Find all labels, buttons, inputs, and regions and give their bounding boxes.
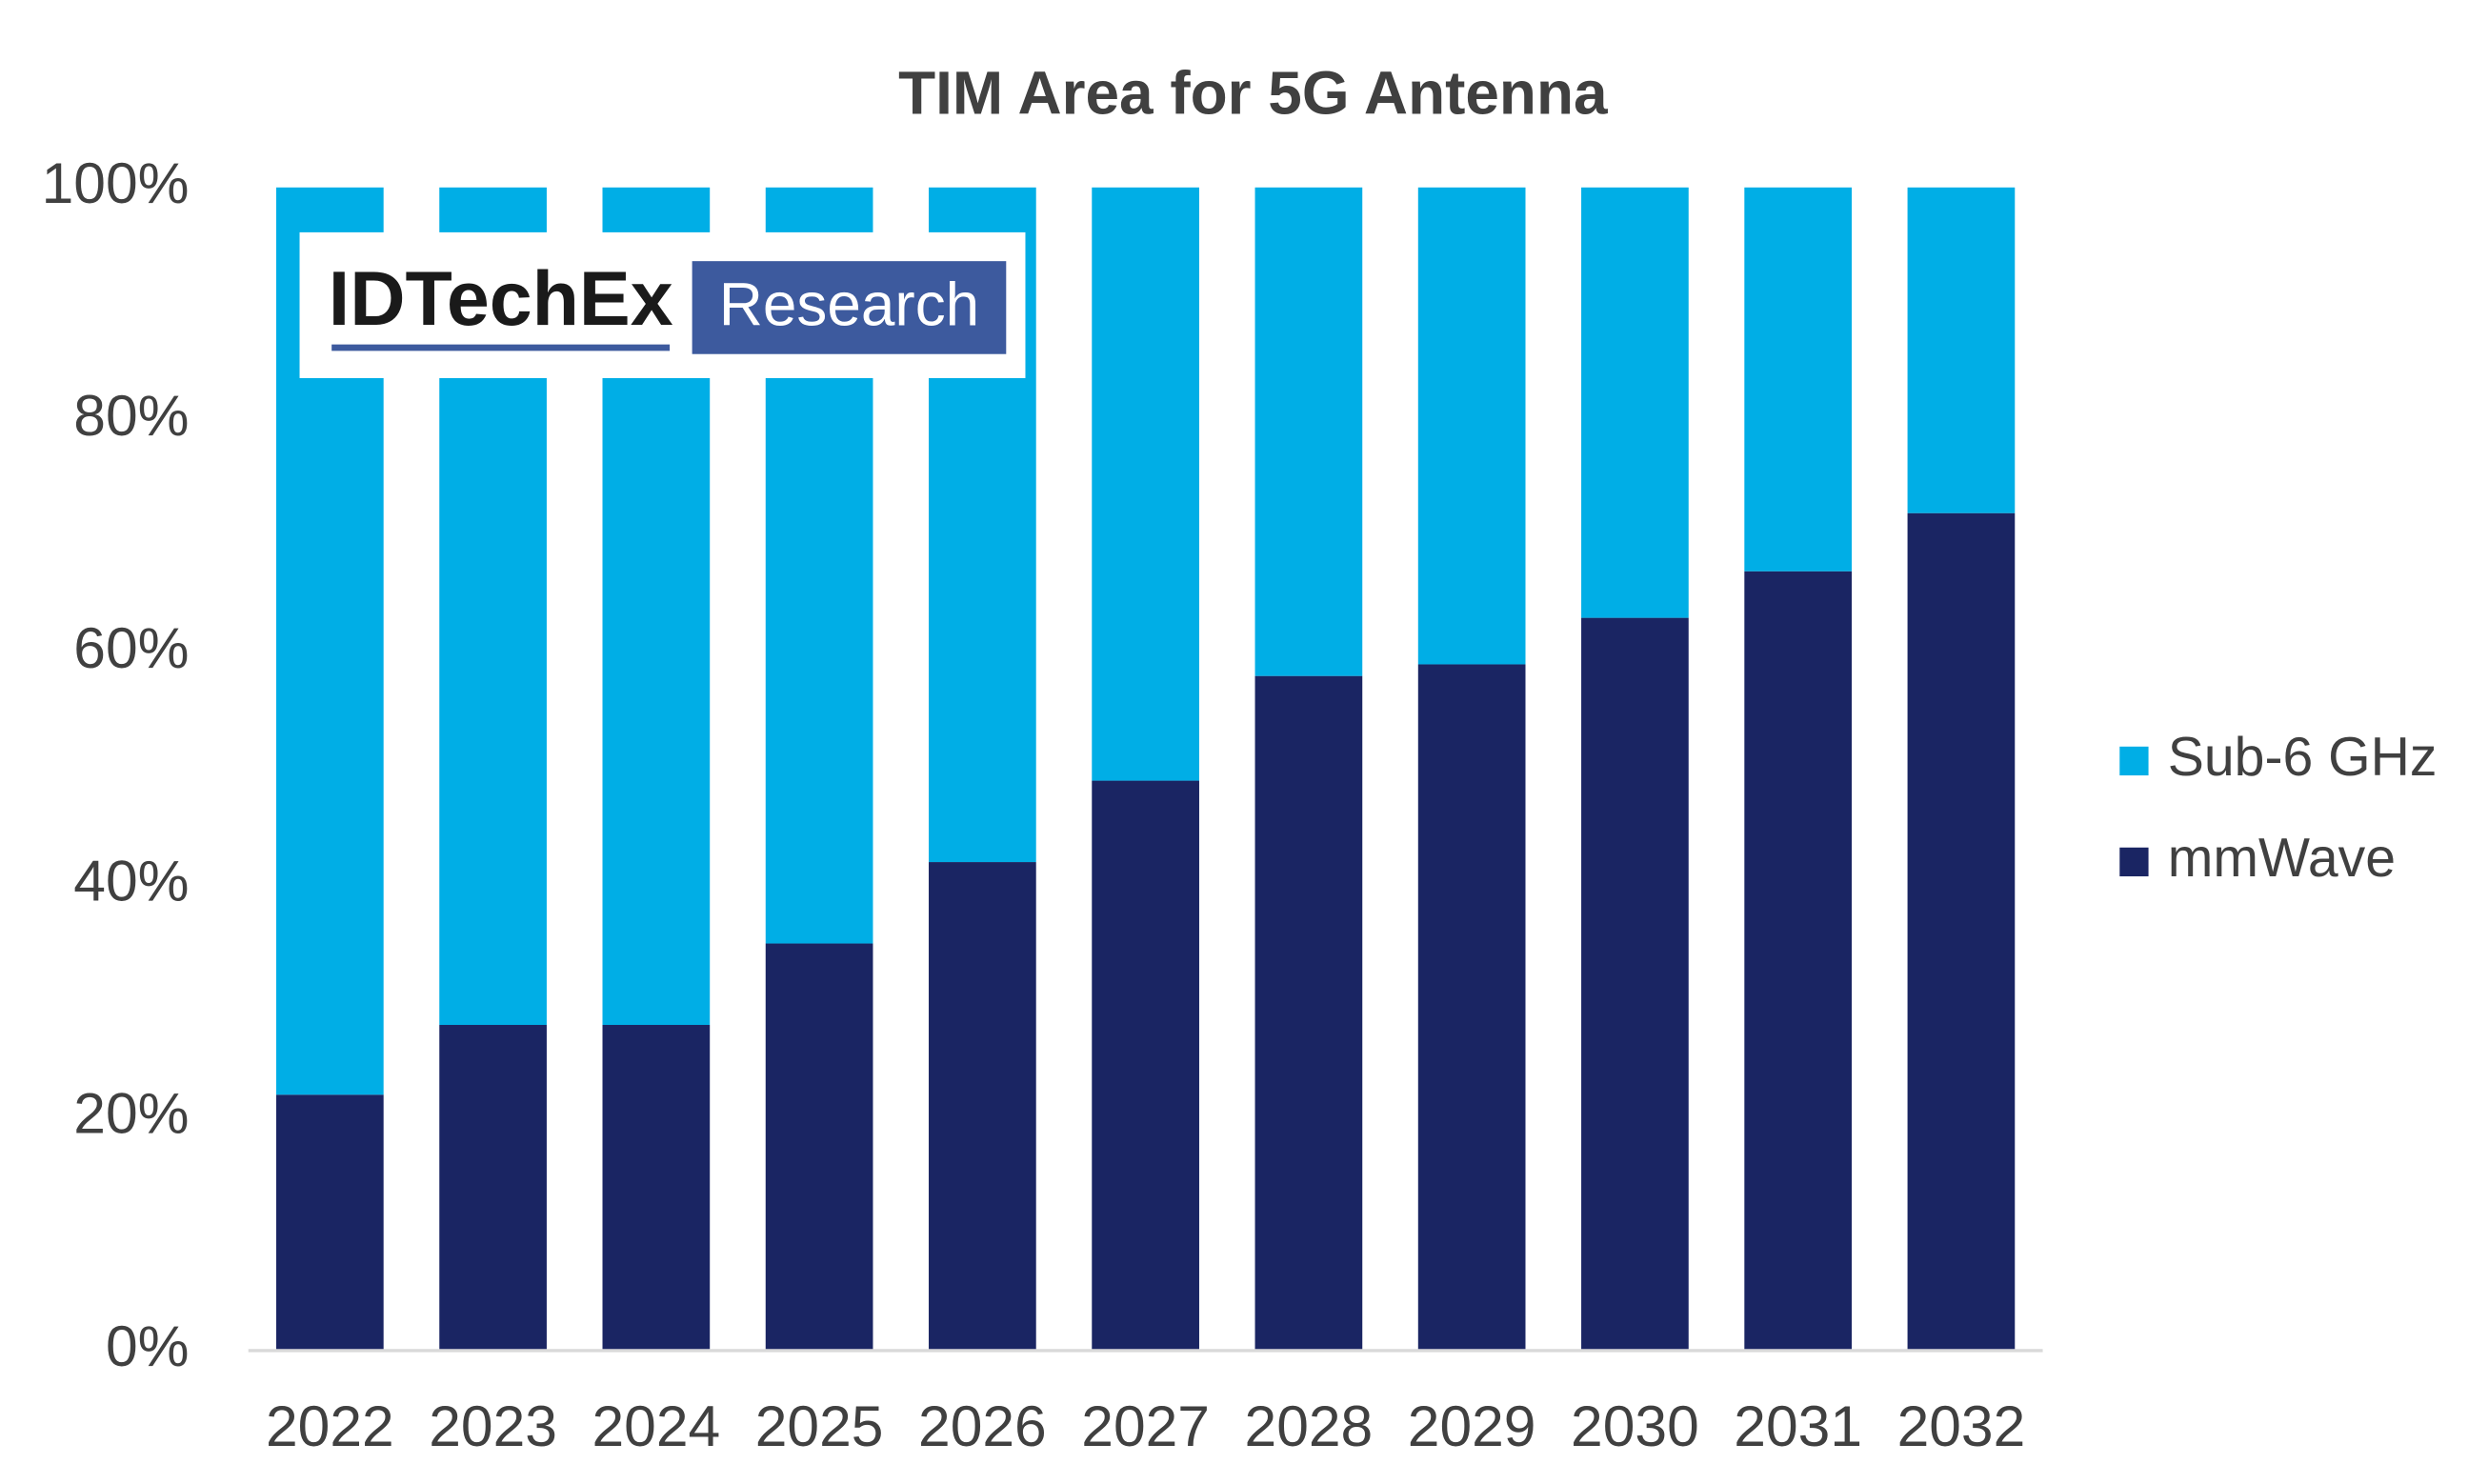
x-tick-label: 2026 xyxy=(918,1394,1047,1458)
logo-tag: Research xyxy=(719,271,980,339)
bar-segment xyxy=(1744,571,1853,1351)
bar-segment xyxy=(1092,187,1199,781)
legend-swatch xyxy=(2119,746,2149,776)
chart-title: TIM Area for 5G Antenna xyxy=(898,58,1608,127)
bar-segment xyxy=(1581,617,1689,1351)
bar-segment xyxy=(929,862,1036,1351)
legend-label: Sub-6 GHz xyxy=(2168,727,2438,788)
x-tick-label: 2023 xyxy=(429,1394,557,1458)
x-tick-label: 2024 xyxy=(592,1394,721,1458)
bar-segment xyxy=(1092,780,1199,1351)
x-tick-label: 2022 xyxy=(266,1394,394,1458)
chart-body: TIM Area for 5G Antenna 0% 20% 40% 60% 80% 10… xyxy=(42,58,2438,1458)
bar-segment xyxy=(1907,512,2016,1351)
bar-segment xyxy=(1254,675,1363,1351)
legend-swatch xyxy=(2119,847,2149,877)
y-tick-label: 20% xyxy=(73,1081,189,1146)
bar-segment xyxy=(1907,187,2016,513)
x-tick-label: 2030 xyxy=(1571,1394,1699,1458)
bar-segment xyxy=(1254,187,1363,676)
x-tick-label: 2027 xyxy=(1081,1394,1210,1458)
x-tick-label: 2029 xyxy=(1408,1394,1536,1458)
logo-name: IDTechEx xyxy=(329,256,673,342)
y-tick-label: 40% xyxy=(73,848,189,912)
bar-segment xyxy=(1417,664,1526,1351)
x-tick-label: 2025 xyxy=(755,1394,884,1458)
bar-segment xyxy=(765,943,873,1351)
bar-segment xyxy=(602,1025,711,1351)
legend-label: mmWave xyxy=(2168,828,2396,889)
logo-tag-box xyxy=(692,261,1007,354)
y-tick-label: 80% xyxy=(73,383,189,448)
y-tick-label: 0% xyxy=(106,1314,190,1378)
bar-segment xyxy=(275,1094,384,1351)
x-tick-label: 2028 xyxy=(1245,1394,1374,1458)
bar-segment xyxy=(1417,187,1526,665)
bar-segment xyxy=(439,1025,547,1351)
y-tick-label: 60% xyxy=(73,615,189,680)
bar-segment xyxy=(1744,187,1853,572)
x-tick-label: 2031 xyxy=(1734,1394,1862,1458)
x-tick-label: 2032 xyxy=(1897,1394,2026,1458)
y-tick-label: 100% xyxy=(42,150,190,215)
bar-segment xyxy=(1581,187,1689,618)
